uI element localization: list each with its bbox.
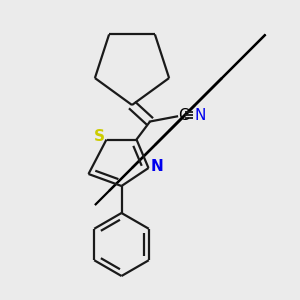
- Text: S: S: [94, 129, 104, 144]
- Text: N: N: [151, 159, 163, 174]
- Text: N: N: [194, 108, 206, 123]
- Text: C: C: [178, 108, 189, 123]
